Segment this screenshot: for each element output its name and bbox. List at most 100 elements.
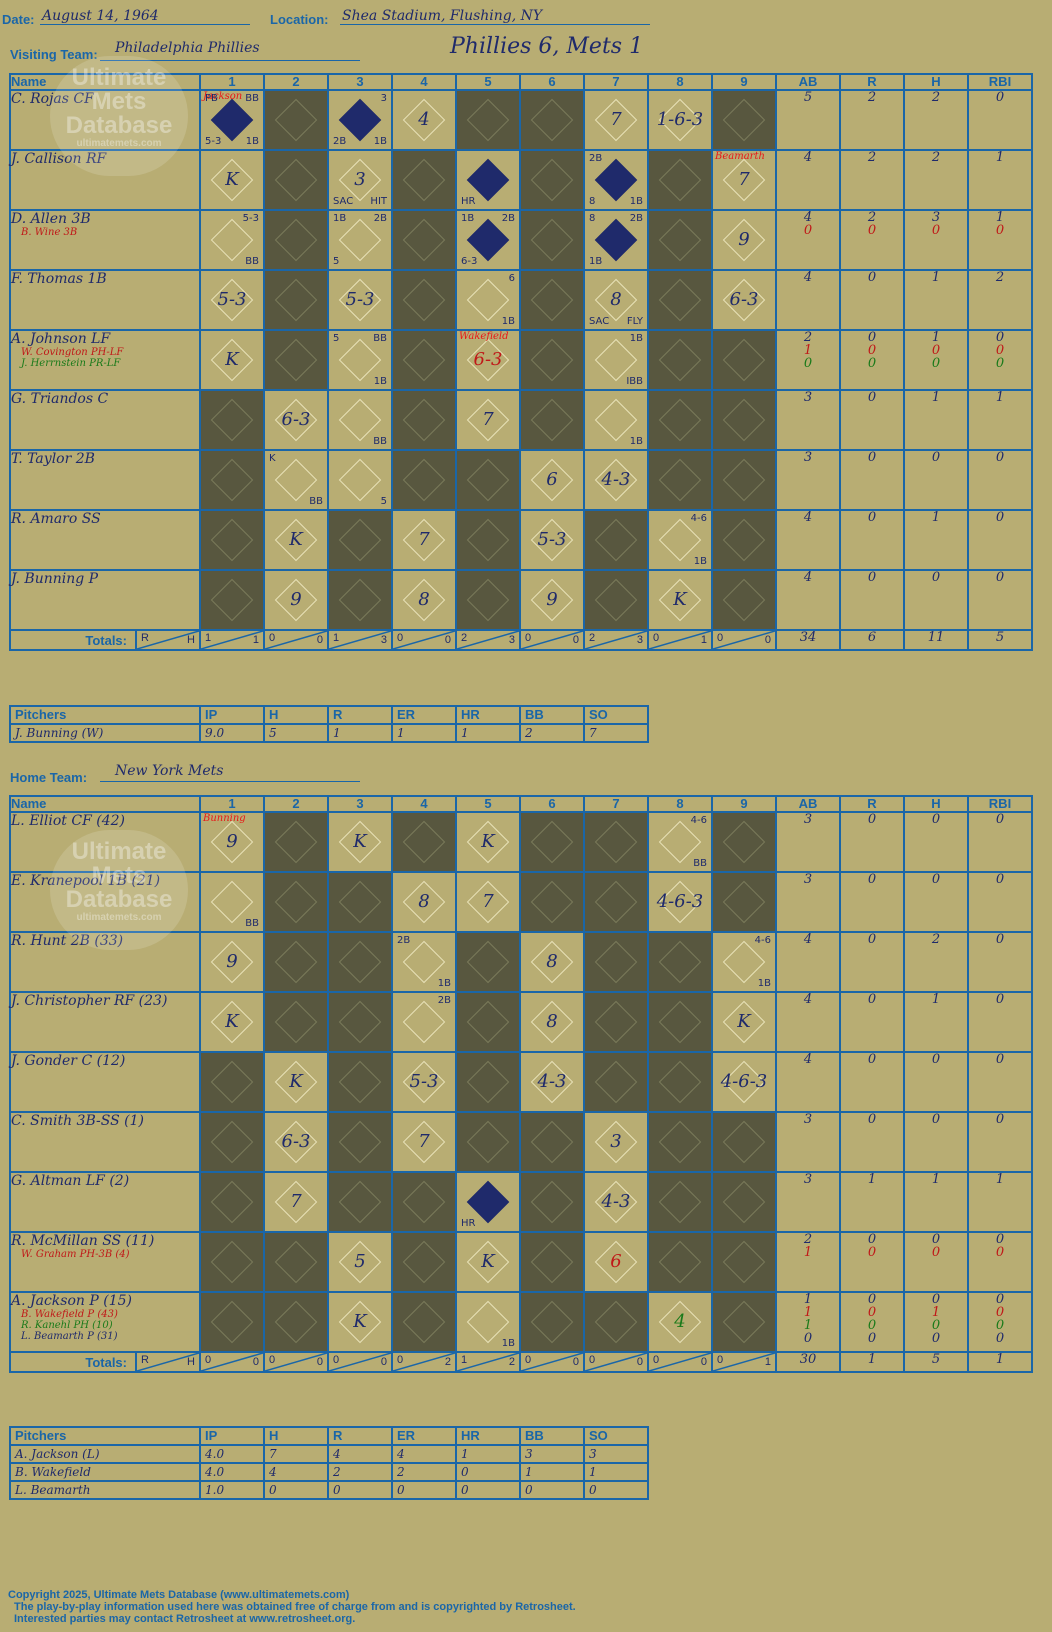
stat-value: 0 bbox=[995, 1318, 1005, 1333]
batter-name: F. Thomas 1B bbox=[11, 271, 107, 287]
stat-cell: 2 bbox=[903, 89, 969, 151]
base-diamond bbox=[338, 398, 382, 442]
stat-cell: 0 bbox=[967, 1111, 1033, 1173]
total-stat: 30 bbox=[775, 1351, 841, 1373]
at-bat-cell bbox=[455, 449, 521, 511]
stat-value: 0 bbox=[867, 390, 877, 405]
base-diamond bbox=[338, 518, 382, 562]
base-diamond bbox=[402, 1000, 446, 1044]
location-label: Location: bbox=[270, 12, 329, 27]
total-stat: 1 bbox=[967, 1351, 1033, 1373]
stat-value: 0 bbox=[867, 1112, 877, 1127]
stat-value: 4 bbox=[803, 570, 813, 585]
base-diamond bbox=[466, 578, 510, 622]
at-bat-cell: K bbox=[455, 1231, 521, 1293]
base-diamond bbox=[210, 1300, 254, 1344]
batter-name: J. Bunning P bbox=[11, 571, 99, 587]
batter-name: J. Christopher RF (23) bbox=[11, 993, 168, 1009]
base-annotation: 2B bbox=[437, 995, 451, 1006]
stat-cell: 1 bbox=[903, 269, 969, 331]
at-bat-cell bbox=[263, 1231, 329, 1293]
stat-value: 4 bbox=[803, 1052, 813, 1067]
base-annotation: 4-6 bbox=[690, 815, 707, 826]
at-bat-cell bbox=[455, 569, 521, 631]
at-bat-cell bbox=[647, 149, 713, 211]
totals-label: Totals: bbox=[85, 1355, 127, 1370]
base-annotation: 1B bbox=[245, 136, 259, 147]
total-stat-value: 5 bbox=[931, 1352, 941, 1367]
stat-value: 0 bbox=[867, 343, 877, 358]
base-diamond bbox=[658, 820, 702, 864]
at-bat-cell bbox=[455, 509, 521, 571]
at-bat-cell: 7 bbox=[455, 871, 521, 933]
pitcher-column-header: SO bbox=[583, 705, 649, 725]
at-bat-cell: 7 bbox=[455, 389, 521, 451]
base-annotation: 1B bbox=[501, 1338, 515, 1349]
stat-cell: 3 bbox=[775, 871, 841, 933]
play-result: K bbox=[673, 589, 687, 610]
stat-value: 1 bbox=[867, 1172, 877, 1187]
stat-value: 0 bbox=[867, 450, 877, 465]
base-annotation: 2B bbox=[629, 213, 643, 224]
stat-value: 0 bbox=[867, 270, 877, 285]
at-bat-cell: K bbox=[263, 509, 329, 571]
at-bat-cell: 3 2B 1B bbox=[327, 89, 393, 151]
base-diamond bbox=[210, 218, 254, 262]
base-annotation: 2B bbox=[333, 136, 347, 147]
totals-row: Totals: R H 1 1 0 0 1 3 0 0 2 3 0 0 2 3 0 1 0 0 34 6 11 5 bbox=[9, 629, 1033, 651]
at-bat-cell: 8 SAC FLY bbox=[583, 269, 649, 331]
at-bat-cell: 6 bbox=[519, 449, 585, 511]
pitcher-stat: 1 bbox=[583, 1462, 649, 1482]
base-annotation: IBB bbox=[626, 376, 643, 387]
base-diamond bbox=[594, 338, 638, 382]
play-result: 5-3 bbox=[409, 1071, 439, 1092]
at-bat-cell bbox=[583, 991, 649, 1053]
batter-name-cell: D. Allen 3B B. Wine 3B bbox=[9, 209, 201, 271]
pitcher-name: B. Wakefield bbox=[9, 1462, 201, 1482]
batter-name-cell: G. Triandos C bbox=[9, 389, 201, 451]
play-result: 7 bbox=[482, 891, 494, 912]
pitcher-stat: 0 bbox=[519, 1480, 585, 1500]
stat-cell: 0 bbox=[903, 871, 969, 933]
stat-cell: 0 bbox=[903, 449, 969, 511]
at-bat-cell bbox=[583, 509, 649, 571]
base-diamond bbox=[594, 518, 638, 562]
play-result: 3 bbox=[610, 1131, 622, 1152]
inning-hits: 0 bbox=[764, 634, 771, 646]
total-stat-value: 30 bbox=[799, 1352, 817, 1367]
at-bat-cell: 5-3 bbox=[327, 269, 393, 331]
stat-cell: 4 bbox=[775, 269, 841, 331]
batter-name: D. Allen 3B bbox=[11, 211, 91, 227]
batter-row: C. Rojas CF Jackson PB BB 5-3 1B 3 2B 1B 4 7 1-6-3 5… bbox=[9, 89, 1033, 151]
inning-header: 3 bbox=[327, 795, 393, 813]
batter-row: A. Johnson LF W. Covington PH-LF J. Herrns… bbox=[9, 329, 1033, 391]
stat-value: 0 bbox=[995, 1052, 1005, 1067]
batter-name: G. Triandos C bbox=[11, 391, 109, 407]
at-bat-cell: 4-3 bbox=[583, 1171, 649, 1233]
at-bat-cell: K bbox=[647, 569, 713, 631]
stat-value: 3 bbox=[803, 450, 813, 465]
pitcher-column-header: HR bbox=[455, 705, 521, 725]
pitcher-change-note: Bunning bbox=[203, 813, 246, 824]
batter-row: F. Thomas 1B 5-3 5-3 6 1B 8 SAC FLY 6-3 4 0 1 2 bbox=[9, 269, 1033, 331]
home-scorecard: Name 1 2 3 4 5 6 7 8 9 AB R H RBI L. Elliot CF (42) 9 Bu… bbox=[9, 795, 1033, 1373]
inning-runs: 2 bbox=[589, 632, 596, 644]
stat-cell: 0 bbox=[839, 931, 905, 993]
stat-cell: 0 bbox=[839, 811, 905, 873]
at-bat-cell: 1-6-3 bbox=[647, 89, 713, 151]
at-bat-cell bbox=[647, 329, 713, 391]
stat-value: 0 bbox=[931, 356, 941, 371]
at-bat-cell bbox=[327, 991, 393, 1053]
stat-value: 0 bbox=[867, 1305, 877, 1320]
play-result: 7 bbox=[738, 169, 750, 190]
base-diamond bbox=[658, 1000, 702, 1044]
at-bat-cell: HR bbox=[455, 1171, 521, 1233]
batter-name: R. McMillan SS (11) bbox=[11, 1233, 155, 1249]
stat-value: 0 bbox=[867, 1052, 877, 1067]
